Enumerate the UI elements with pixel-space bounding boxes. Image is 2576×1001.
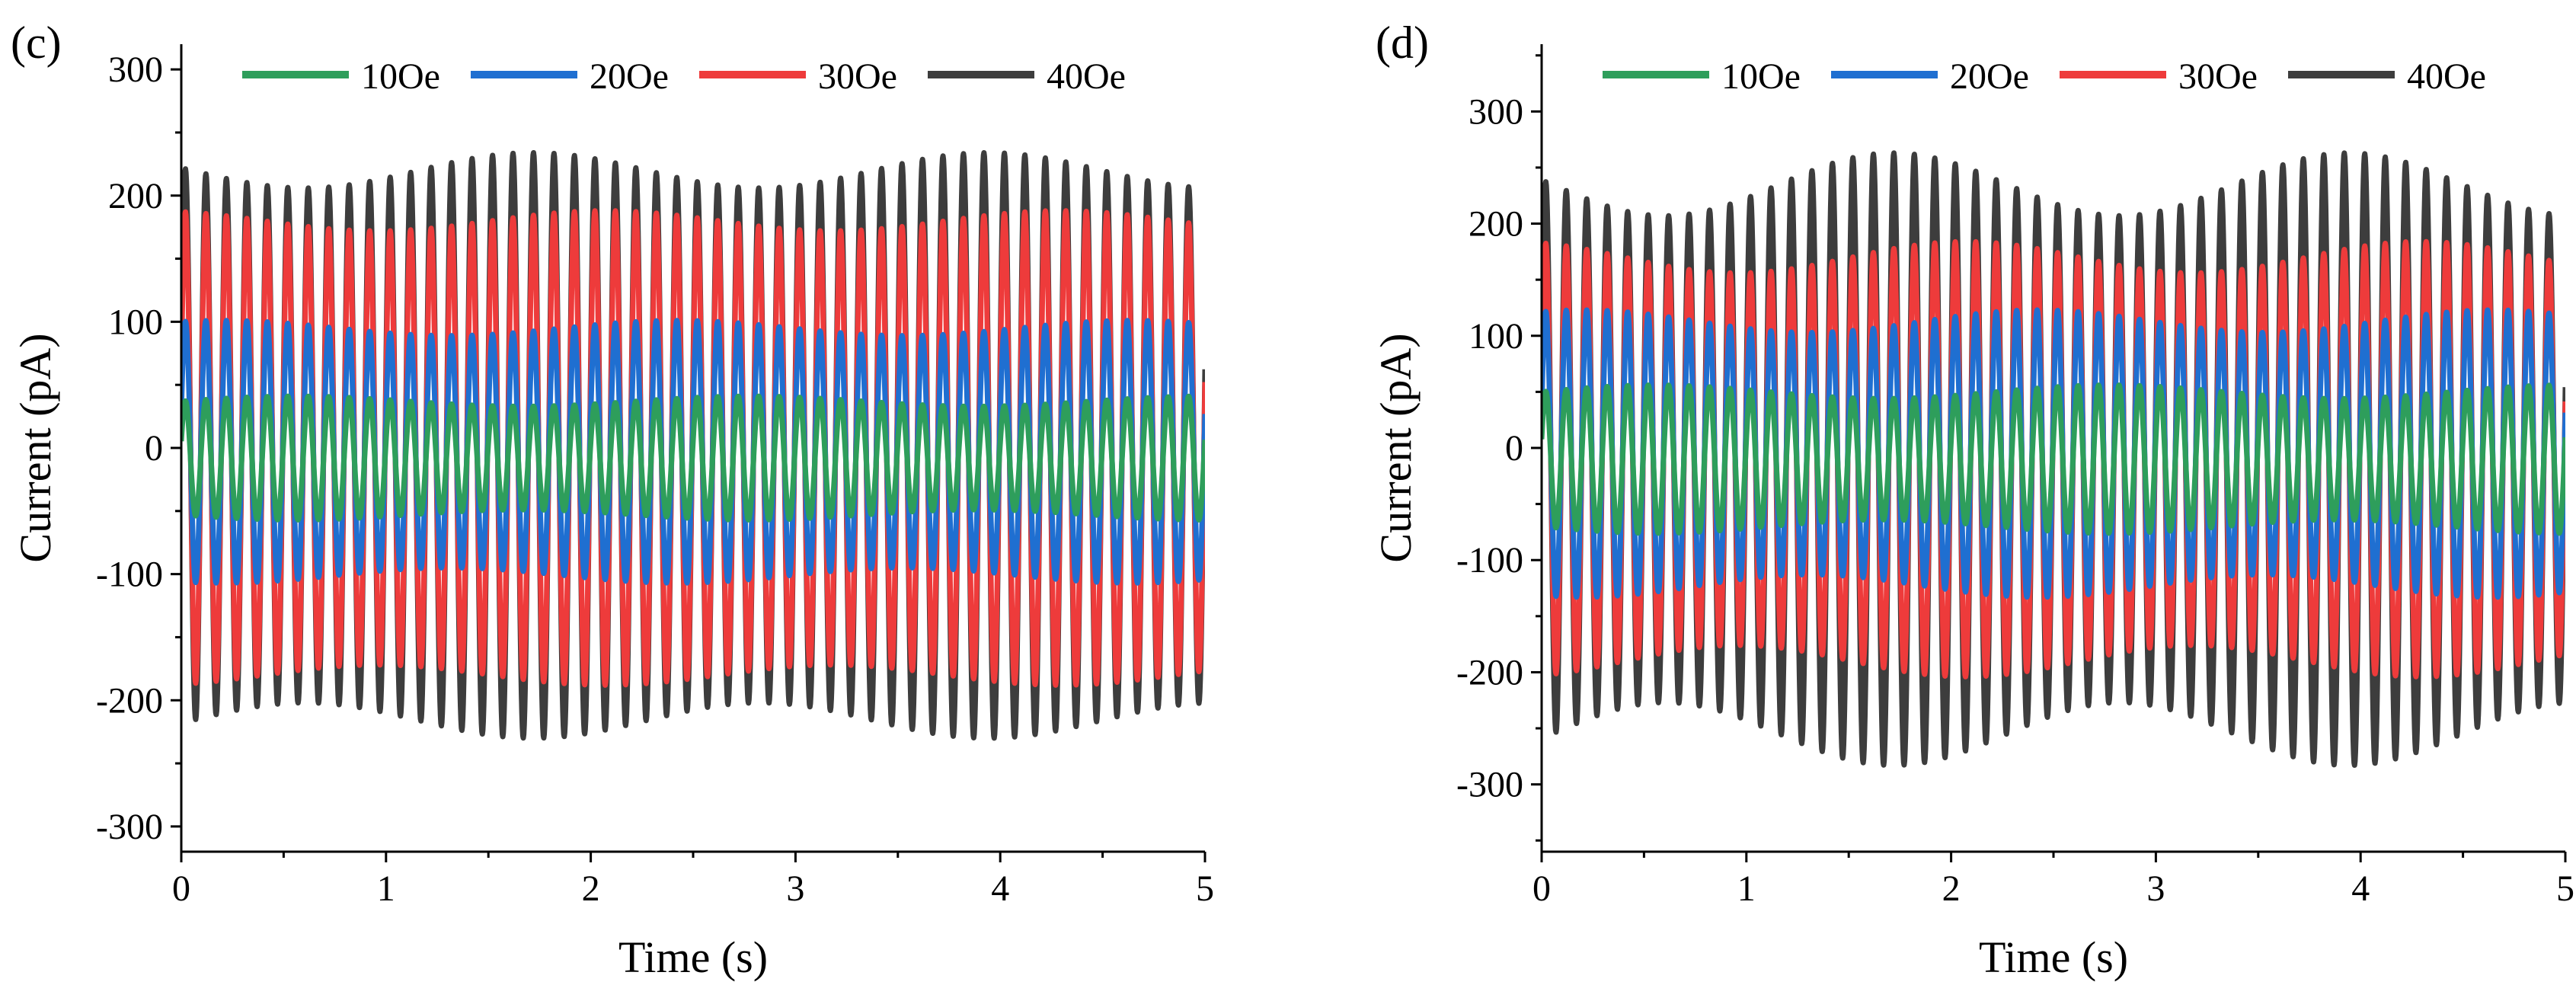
x-tick-label: 3	[786, 868, 804, 909]
legend-label-30Oe: 30Oe	[2178, 56, 2258, 97]
x-tick-label: 1	[1737, 868, 1756, 909]
x-axis-title: Time (s)	[1979, 932, 2128, 982]
series-line-10Oe	[181, 393, 1205, 523]
y-tick-label: -200	[1456, 652, 1523, 692]
x-tick-label: 5	[2556, 868, 2574, 909]
chart-panel-d: 0 1 2 3 4 5 -300 -200 -100 0 100 200 300 Time (s) Curr…	[1371, 18, 2574, 982]
x-axis-title: Time (s)	[618, 932, 768, 982]
x-tick-label: 4	[2351, 868, 2370, 909]
y-tick-label: 100	[108, 302, 163, 342]
legend-label-10Oe: 10Oe	[361, 56, 440, 97]
chart-panel-c: 0 1 2 3 4 5 -300 -200 -100 0 100 200 300 Time (s) Curr…	[11, 18, 1214, 982]
y-tick-label: -200	[96, 680, 163, 721]
legend: 10Oe 20Oe 30Oe 40Oe	[1603, 56, 2486, 97]
y-axis-title: Current (pA)	[1371, 333, 1421, 562]
y-tick-label: 100	[1469, 316, 1523, 357]
y-tick-label: -100	[96, 555, 163, 595]
y-tick-label: -300	[96, 807, 163, 847]
x-tick-label: 5	[1196, 868, 1214, 909]
y-tick-label: 0	[1505, 428, 1523, 469]
x-tick-label: 3	[2146, 868, 2165, 909]
legend-label-20Oe: 20Oe	[590, 56, 669, 97]
y-tick-label: 300	[108, 50, 163, 90]
legend-label-40Oe: 40Oe	[2407, 56, 2486, 97]
x-tick-label: 4	[991, 868, 1009, 909]
x-tick-label: 2	[1942, 868, 1961, 909]
legend-label-10Oe: 10Oe	[1721, 56, 1801, 97]
y-tick-label: 0	[145, 428, 163, 469]
legend: 10Oe 20Oe 30Oe 40Oe	[242, 56, 1126, 97]
x-tick-label: 2	[582, 868, 600, 909]
x-tick-label: 0	[172, 868, 190, 909]
legend-label-30Oe: 30Oe	[818, 56, 897, 97]
panel-label: (c)	[11, 18, 62, 68]
y-tick-label: 300	[1469, 91, 1523, 132]
panel-label: (d)	[1376, 18, 1429, 68]
y-tick-label: -100	[1456, 540, 1523, 580]
x-tick-label: 1	[377, 868, 395, 909]
series-line-10Oe	[1542, 382, 2565, 536]
x-tick-label: 0	[1532, 868, 1551, 909]
y-axis-title: Current (pA)	[11, 333, 60, 562]
legend-label-20Oe: 20Oe	[1950, 56, 2029, 97]
y-tick-label: -300	[1456, 765, 1523, 805]
legend-label-40Oe: 40Oe	[1047, 56, 1126, 97]
y-tick-label: 200	[108, 176, 163, 216]
y-tick-label: 200	[1469, 204, 1523, 245]
